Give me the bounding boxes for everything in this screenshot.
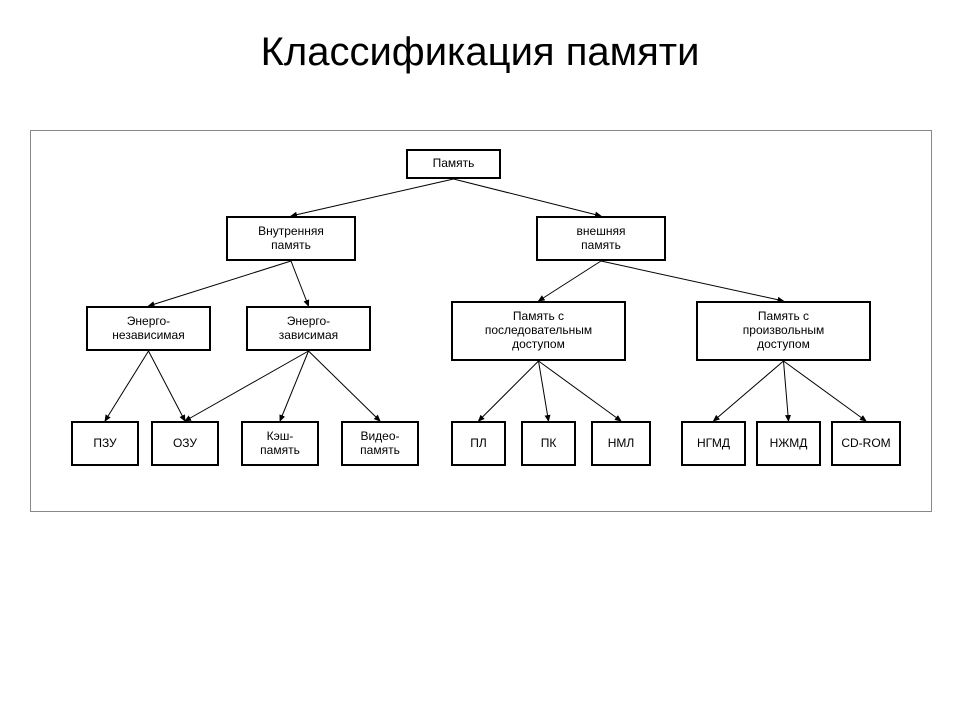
edge-seqaccess-pl xyxy=(479,361,539,421)
node-ngmd: НГМД xyxy=(681,421,746,466)
edge-randaccess-ngmd xyxy=(714,361,784,421)
edge-root-internal xyxy=(291,179,454,216)
edge-nonvolatile-pzu xyxy=(105,351,149,421)
node-njmd: НЖМД xyxy=(756,421,821,466)
node-randaccess: Память с произвольным доступом xyxy=(696,301,871,361)
edge-volatile-cache xyxy=(280,351,309,421)
node-cache: Кэш- память xyxy=(241,421,319,466)
node-video: Видео- память xyxy=(341,421,419,466)
node-internal: Внутренняя память xyxy=(226,216,356,261)
edge-nonvolatile-ozu xyxy=(149,351,186,421)
memory-classification-diagram: Память Внутренняя память внешняя память Эне… xyxy=(30,130,932,512)
edge-root-external xyxy=(454,179,602,216)
node-ozu: ОЗУ xyxy=(151,421,219,466)
node-nonvolatile: Энерго- независимая xyxy=(86,306,211,351)
node-volatile: Энерго- зависимая xyxy=(246,306,371,351)
node-external: внешняя память xyxy=(536,216,666,261)
node-pl: ПЛ xyxy=(451,421,506,466)
node-nml: НМЛ xyxy=(591,421,651,466)
node-cdrom: CD-ROM xyxy=(831,421,901,466)
node-pk: ПК xyxy=(521,421,576,466)
edge-external-randaccess xyxy=(601,261,784,301)
node-pzu: ПЗУ xyxy=(71,421,139,466)
node-root: Память xyxy=(406,149,501,179)
edge-internal-nonvolatile xyxy=(149,261,292,306)
edge-seqaccess-pk xyxy=(539,361,549,421)
node-seqaccess: Память с последовательным доступом xyxy=(451,301,626,361)
edge-randaccess-njmd xyxy=(784,361,789,421)
page-title: Классификация памяти xyxy=(0,30,960,75)
edge-seqaccess-nml xyxy=(539,361,622,421)
edge-volatile-ozu xyxy=(185,351,309,421)
edge-external-seqaccess xyxy=(539,261,602,301)
edge-internal-volatile xyxy=(291,261,309,306)
edge-volatile-video xyxy=(309,351,381,421)
edge-randaccess-cdrom xyxy=(784,361,867,421)
